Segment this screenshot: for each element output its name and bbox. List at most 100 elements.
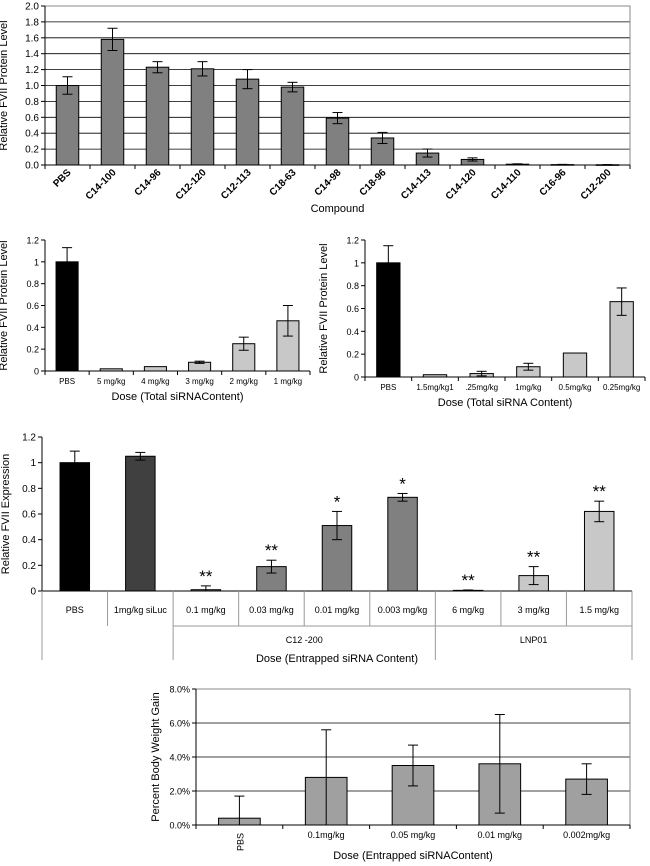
- x-axis-title: Dose (Entrapped siRNA Content): [256, 653, 418, 665]
- y-tick-label: 0.8: [346, 281, 359, 291]
- x-tick-label: PBS: [51, 167, 74, 190]
- y-tick-label: 0.6: [25, 113, 39, 124]
- x-tick-label: C16-96: [538, 167, 569, 198]
- significance-marker: **: [199, 567, 213, 586]
- y-tick-label: 0: [34, 367, 39, 377]
- group-label: LNP01: [520, 635, 548, 645]
- x-tick-label: 0.1mg/kg: [308, 830, 345, 840]
- y-tick-label: 1: [354, 258, 359, 268]
- x-tick-label: C14-96: [133, 167, 164, 198]
- x-tick-label: 0.1 mg/kg: [186, 605, 226, 615]
- y-tick-label: 1.6: [25, 33, 39, 44]
- y-tick-label: 0.8: [25, 97, 39, 108]
- bar: [55, 85, 80, 166]
- y-tick-label: 4.0%: [169, 753, 190, 763]
- significance-marker: *: [399, 474, 406, 493]
- x-tick-label: C18-63: [268, 167, 299, 198]
- y-tick-label: 0.0: [25, 161, 39, 172]
- y-tick-label: 0.4: [22, 535, 36, 546]
- bar: [145, 66, 170, 166]
- x-tick-label: 0.5mg/kg: [559, 383, 592, 392]
- x-tick-label: 2 mg/kg: [230, 377, 258, 386]
- x-tick-label: 0.05 mg/kg: [391, 830, 436, 840]
- chart-b: 0 0.2 0.4 0.6 0.8 1 1.2 PBS 5 mg/kg 4 mg/kg 3 mg/k…: [0, 236, 311, 403]
- x-tick-label: 4 mg/kg: [141, 377, 169, 386]
- y-tick-label: 0.8: [26, 279, 39, 289]
- x-tick-label: 0.03 mg/kg: [249, 605, 294, 615]
- bar: [190, 68, 215, 166]
- y-tick-label: 0.8: [22, 484, 36, 495]
- x-tick-label: 0.003 mg/kg: [378, 605, 428, 615]
- bar: [55, 261, 79, 372]
- y-tick-label: 0.4: [25, 129, 39, 140]
- bar: [99, 368, 123, 372]
- significance-marker: **: [527, 548, 541, 567]
- chart-e: 0.0% 2.0% 4.0% 6.0% 8.0% PBS 0.1mg/kg 0.05 mg/k…: [150, 685, 631, 862]
- x-tick-label: 5 mg/kg: [97, 377, 125, 386]
- x-tick-label: 1 mg/kg: [274, 377, 302, 386]
- y-tick-label: 0: [354, 373, 359, 383]
- y-tick-label: 1.2: [22, 433, 36, 444]
- x-tick-label: 0.002mg/kg: [563, 830, 610, 840]
- y-tick-label: 1.0: [25, 81, 39, 92]
- y-axis-title: Relative FVII Protein Level: [0, 20, 10, 150]
- bar: [422, 374, 448, 378]
- x-tick-label: C18-96: [358, 167, 389, 198]
- y-tick-label: 0.4: [26, 323, 39, 333]
- x-tick-label: C14-98: [313, 167, 344, 198]
- x-tick-label: 1.5mg/kg1: [416, 383, 454, 392]
- bar: [100, 38, 125, 166]
- y-tick-label: 1.8: [25, 17, 39, 28]
- y-tick-label: 1: [34, 257, 39, 267]
- bar: [583, 510, 615, 592]
- x-tick-label: 0.25mg/kg: [603, 383, 640, 392]
- x-axis-title: Dose (Total siRNA Content): [438, 397, 573, 409]
- significance-marker: *: [334, 492, 341, 511]
- x-axis-title: Dose (Total siRNAContent): [111, 391, 243, 403]
- x-tick-label: C14-113: [399, 167, 434, 202]
- group-label: C12 -200: [286, 635, 323, 645]
- x-tick-label: .25mg/kg: [465, 383, 498, 392]
- x-tick-label: 0.01 mg/kg: [315, 605, 360, 615]
- x-tick-label: 1mg/kg siLuc: [114, 605, 168, 615]
- chart-d: 00.20.40.60.811.2************PBS 1mg/kg s…: [0, 433, 633, 665]
- y-tick-label: 1.2: [26, 236, 39, 246]
- x-tick-label: C14-120: [444, 167, 479, 202]
- x-tick-label: 3 mg/kg: [185, 377, 213, 386]
- significance-marker: **: [461, 571, 475, 590]
- y-tick-label: 2.0%: [169, 787, 190, 797]
- x-tick-label: PBS: [59, 377, 75, 386]
- bar: [562, 352, 588, 378]
- y-tick-label: 2.0: [25, 2, 39, 13]
- y-tick-label: 0.6: [26, 301, 39, 311]
- bar: [59, 462, 91, 592]
- x-tick-label: 1mg/kg: [515, 383, 541, 392]
- significance-marker: **: [265, 541, 279, 560]
- x-axis-title: Dose (Entrapped siRNAContent): [333, 850, 493, 862]
- x-tick-label: C12-200: [579, 167, 614, 202]
- y-axis-title: Percent Body Weight Gain: [150, 692, 162, 821]
- significance-marker: **: [593, 482, 607, 501]
- y-tick-label: 1.2: [25, 65, 39, 76]
- bar: [387, 496, 418, 592]
- bar: [280, 86, 305, 166]
- x-tick-label: C14-110: [489, 167, 524, 202]
- x-tick-label: C12-120: [174, 167, 209, 202]
- x-tick-label: 6 mg/kg: [452, 605, 484, 615]
- x-tick-label: PBS: [66, 605, 84, 615]
- y-axis-title: Relative FVII Expression: [0, 454, 12, 574]
- x-tick-label: PBS: [235, 833, 245, 851]
- x-tick-label: C12-113: [219, 167, 254, 202]
- y-tick-label: 0.2: [22, 561, 36, 572]
- y-tick-label: 0.4: [346, 327, 359, 337]
- bar: [125, 455, 156, 592]
- y-tick-label: 0: [30, 587, 36, 598]
- y-tick-label: 8.0%: [169, 685, 190, 695]
- bar: [325, 117, 350, 166]
- y-tick-label: 0.6: [22, 510, 36, 521]
- chart-c: 0 0.2 0.4 0.6 0.8 1 1.2 PBS 1.5mg/kg1 .25mg/kg 1mg…: [318, 236, 646, 409]
- x-tick-label: PBS: [380, 383, 396, 392]
- y-tick-label: 0.0%: [169, 821, 190, 831]
- y-tick-label: 0.2: [346, 350, 359, 360]
